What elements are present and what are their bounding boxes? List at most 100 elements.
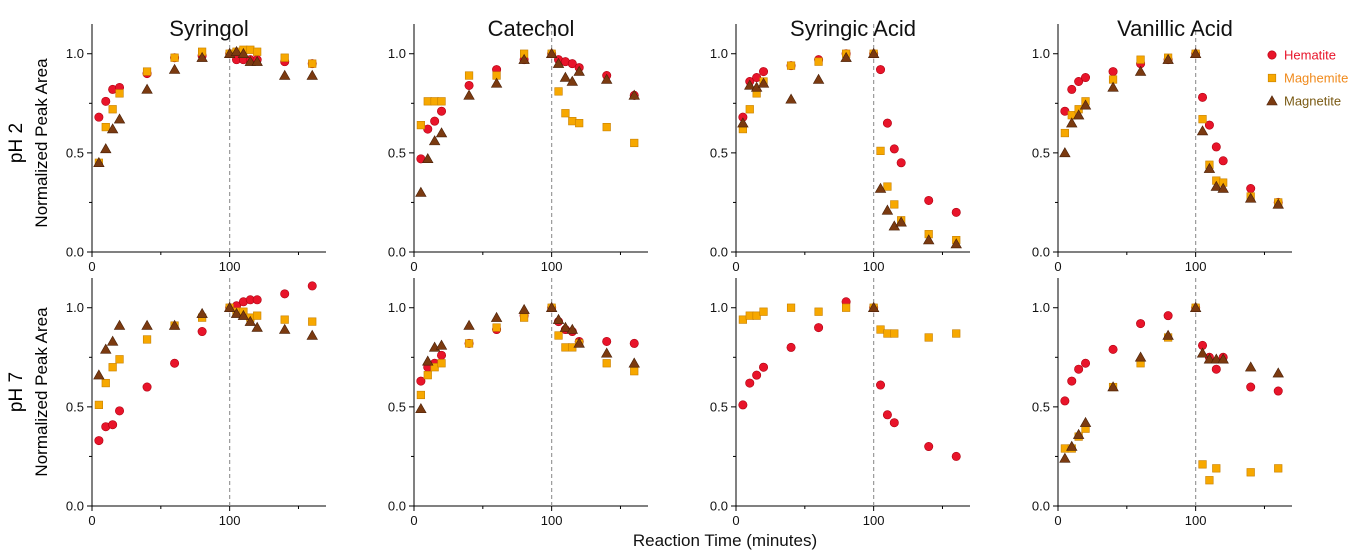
data-point-maghemite <box>924 333 933 342</box>
data-point-maghemite <box>745 105 754 114</box>
data-point-magnetite <box>1066 117 1078 128</box>
legend-label: Magnetite <box>1284 94 1341 109</box>
data-point-hematite <box>1067 84 1077 94</box>
data-point-maghemite <box>170 53 179 62</box>
data-point-magnetite <box>573 65 585 76</box>
y-tick-label: 0.0 <box>66 499 84 514</box>
series-magnetite <box>867 301 880 312</box>
data-point-magnetite <box>1189 47 1202 58</box>
data-point-magnetite <box>196 307 208 318</box>
data-point-hematite <box>924 442 934 452</box>
data-point-maghemite <box>1060 128 1069 138</box>
data-point-magnetite <box>306 329 318 340</box>
data-point-hematite <box>1218 156 1228 166</box>
data-point-hematite <box>437 350 447 360</box>
data-point-maghemite <box>437 97 446 106</box>
data-point-magnetite <box>251 55 263 66</box>
x-tick-label: 100 <box>863 259 885 274</box>
data-point-magnetite <box>141 319 153 330</box>
data-point-hematite <box>738 400 748 410</box>
data-point-maghemite <box>786 303 796 312</box>
x-tick-label: 100 <box>541 513 563 528</box>
y-tick-label: 1.0 <box>66 46 84 61</box>
series-magnetite <box>737 47 962 249</box>
data-point-hematite <box>101 96 111 106</box>
data-point-maghemite <box>423 97 432 106</box>
data-point-hematite <box>94 112 104 122</box>
data-point-hematite <box>280 289 290 299</box>
x-tick-label: 100 <box>219 259 241 274</box>
data-point-magnetite <box>93 369 105 380</box>
data-point-maghemite <box>738 315 747 324</box>
data-point-maghemite <box>416 121 425 130</box>
x-tick-label: 0 <box>410 259 417 274</box>
data-point-magnetite <box>168 319 181 330</box>
y-tick-label: 0.5 <box>1032 399 1050 414</box>
series-hematite <box>738 297 961 461</box>
data-point-hematite <box>1211 364 1221 374</box>
data-point-magnetite <box>867 301 880 312</box>
data-point-magnetite <box>463 319 475 330</box>
data-point-magnetite <box>1244 361 1257 372</box>
data-point-maghemite <box>952 329 961 338</box>
y-tick-label: 1.0 <box>388 300 406 315</box>
x-tick-label: 0 <box>732 259 739 274</box>
y-tick-label: 0.0 <box>388 245 406 260</box>
series-hematite <box>738 49 961 217</box>
data-point-magnetite <box>950 238 962 249</box>
data-point-magnetite <box>744 79 756 90</box>
panel-7: 0.0 0.5 1.0 0 100 <box>710 278 970 528</box>
series-hematite <box>416 49 639 164</box>
series-maghemite <box>1060 303 1283 485</box>
y-tick-label: 1.0 <box>1032 300 1050 315</box>
data-point-maghemite <box>876 146 885 155</box>
data-point-magnetite <box>422 153 434 164</box>
row-label-ph2: pH 2 <box>6 123 27 163</box>
data-point-magnetite <box>812 73 825 84</box>
data-point-hematite <box>94 436 104 446</box>
panel-title: Catechol <box>488 16 575 41</box>
data-point-hematite <box>1108 344 1118 354</box>
data-point-maghemite <box>108 105 117 114</box>
data-point-maghemite <box>94 400 103 409</box>
data-point-magnetite <box>278 69 291 80</box>
legend-item-hematite: Hematite <box>1267 48 1336 63</box>
y-tick-label: 0.5 <box>388 399 406 414</box>
x-tick-label: 0 <box>88 513 95 528</box>
x-tick-label: 100 <box>863 513 885 528</box>
data-point-magnetite <box>100 143 112 154</box>
data-point-maghemite <box>752 311 761 320</box>
data-point-maghemite <box>883 329 892 338</box>
data-point-hematite <box>1163 311 1173 321</box>
panel-6: 0.0 0.5 1.0 0 100 <box>388 278 648 528</box>
data-point-hematite <box>567 59 577 69</box>
data-point-maghemite <box>890 200 899 209</box>
y-tick-label: 1.0 <box>710 46 728 61</box>
y-tick-label: 0.5 <box>388 145 406 160</box>
data-point-maghemite <box>520 313 529 322</box>
data-point-magnetite <box>1059 452 1071 463</box>
data-point-hematite <box>464 80 474 90</box>
data-point-magnetite <box>223 301 236 312</box>
y-tick-label: 1.0 <box>388 46 406 61</box>
data-point-magnetite <box>566 75 579 86</box>
data-point-maghemite <box>464 339 474 348</box>
data-point-maghemite <box>630 138 639 148</box>
data-point-maghemite <box>253 47 262 56</box>
data-point-maghemite <box>575 119 584 128</box>
data-point-magnetite <box>230 45 243 56</box>
data-point-magnetite <box>1203 353 1216 364</box>
data-point-magnetite <box>490 77 503 88</box>
data-point-hematite <box>629 338 639 348</box>
data-point-magnetite <box>244 315 257 326</box>
data-point-maghemite <box>561 109 570 118</box>
series-maghemite <box>94 303 317 409</box>
data-point-hematite <box>896 158 906 168</box>
data-point-magnetite <box>881 204 894 215</box>
legend-label: Maghemite <box>1284 71 1348 86</box>
data-point-magnetite <box>422 355 434 366</box>
data-point-maghemite <box>280 53 289 62</box>
legend-marker-hematite <box>1267 50 1277 60</box>
data-point-hematite <box>197 327 207 337</box>
data-point-maghemite <box>1246 468 1255 477</box>
